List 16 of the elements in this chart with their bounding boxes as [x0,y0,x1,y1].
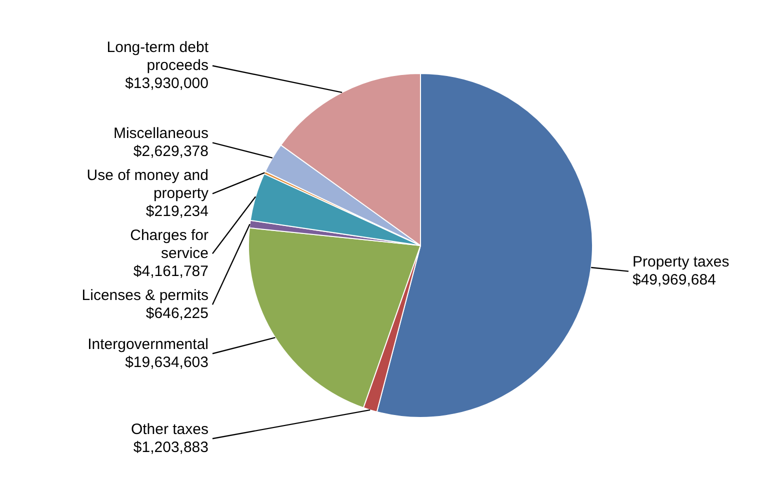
data-label: $219,234 [146,202,208,220]
slice-label: Other taxes [130,420,208,438]
data-label: $1,203,883 [133,438,208,456]
slice-label: Long-term debt proceeds [106,38,210,74]
data-label: $4,161,787 [133,262,208,280]
slice-label: Property taxes [632,253,730,270]
slice-label: Intergovernmental [88,336,208,353]
slice-label: Charges for service [130,226,208,262]
data-label: $13,930,000 [125,74,208,92]
data-label: $646,225 [146,304,208,322]
data-label: $2,629,378 [133,142,208,160]
slice-label: Licenses & permits [82,286,208,304]
data-label: $49,969,684 [632,271,716,288]
slice-label: Use of money and property [86,166,209,202]
slice-label: Miscellaneous [113,124,208,142]
data-label: $19,634,603 [125,354,208,371]
